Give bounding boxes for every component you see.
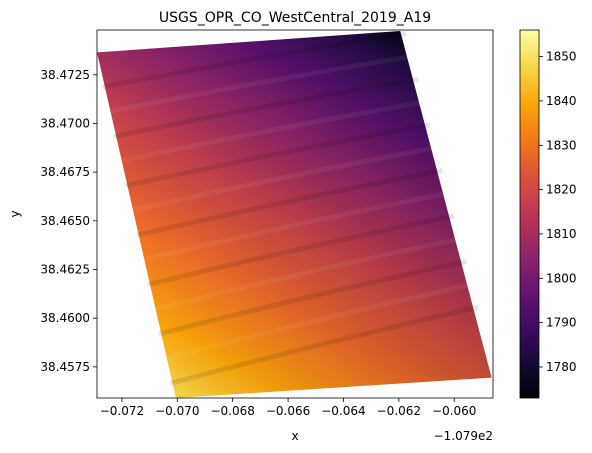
x-tick-label: −0.060 xyxy=(432,404,476,418)
ridge-line xyxy=(113,76,419,139)
chart-title: USGS_OPR_CO_WestCentral_2019_A19 xyxy=(159,10,431,26)
x-axis: −0.072 −0.070 −0.068 −0.066 −0.064 −0.062 −0.0… xyxy=(100,398,476,418)
y-tick-label: 38.4625 xyxy=(40,262,90,276)
x-tick-label: −0.062 xyxy=(377,404,421,418)
x-offset-label: −1.079e2 xyxy=(434,429,493,443)
x-tick-label: −0.064 xyxy=(321,404,365,418)
ridge-line xyxy=(102,31,407,90)
colorbar xyxy=(519,29,540,399)
y-tick-label: 38.4675 xyxy=(40,165,90,179)
ridge-line xyxy=(118,99,425,164)
y-tick-label: 38.4700 xyxy=(40,116,90,130)
y-axis: 38.4575 38.4600 38.4625 38.4650 38.4675 38.47… xyxy=(40,68,97,374)
y-tick-label: 38.4600 xyxy=(40,311,90,325)
ridge-line xyxy=(141,190,449,263)
ridge-line xyxy=(130,145,437,213)
ridge-line xyxy=(163,281,473,362)
x-tick-label: −0.066 xyxy=(266,404,310,418)
x-tick-label: −0.068 xyxy=(210,404,254,418)
colorbar-tick-label: 1780 xyxy=(546,360,577,374)
y-tick-label: 38.4650 xyxy=(40,214,90,228)
colorbar-tick-label: 1840 xyxy=(546,94,577,108)
ridge-line xyxy=(147,213,455,288)
ridge-line xyxy=(107,54,413,115)
colorbar-tick-label: 1800 xyxy=(546,271,577,285)
elevation-shading xyxy=(97,31,492,398)
y-tick-label: 38.4725 xyxy=(40,68,90,82)
plot-area xyxy=(97,31,492,398)
colorbar-tick-label: 1810 xyxy=(546,227,577,241)
ridge-line xyxy=(169,304,479,386)
colorbar-tick-label: 1850 xyxy=(546,50,577,64)
plot-frame xyxy=(96,29,494,399)
x-axis-label: x xyxy=(291,429,298,443)
y-tick-label: 38.4575 xyxy=(40,360,90,374)
ridge-line xyxy=(135,167,443,238)
colorbar-tick-label: 1820 xyxy=(546,183,577,197)
colorbar-tick-label: 1830 xyxy=(546,138,577,152)
ridge-line xyxy=(152,236,461,312)
y-axis-label: y xyxy=(8,210,22,217)
ridge-line xyxy=(124,122,431,189)
x-tick-label: −0.070 xyxy=(155,404,199,418)
x-tick-label: −0.072 xyxy=(100,404,144,418)
colorbar-axis: 1780 1790 1800 1810 1820 1830 1840 1850 xyxy=(539,50,577,374)
terrain-ridges xyxy=(102,31,479,386)
colorbar-tick-label: 1790 xyxy=(546,316,577,330)
ridge-line xyxy=(158,259,467,337)
